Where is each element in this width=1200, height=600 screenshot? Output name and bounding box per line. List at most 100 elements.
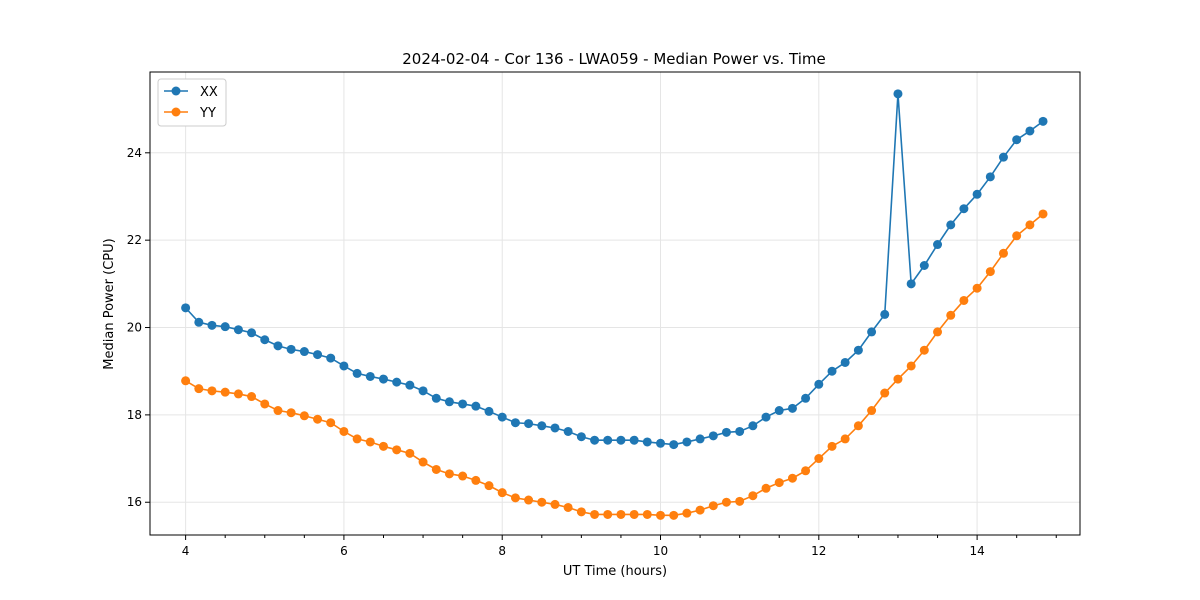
data-point-yy [260, 399, 270, 409]
data-point-yy [853, 421, 863, 431]
data-point-yy [985, 267, 995, 277]
data-point-yy [431, 464, 441, 474]
data-point-yy [1038, 209, 1048, 219]
data-point-yy [313, 414, 323, 424]
y-tick-label: 16 [127, 495, 142, 509]
data-point-yy [471, 475, 481, 485]
data-point-yy [827, 441, 837, 451]
x-tick-label: 14 [969, 544, 984, 558]
data-point-yy [194, 384, 204, 394]
data-point-xx [339, 361, 349, 371]
data-point-xx [787, 403, 797, 413]
data-point-yy [761, 483, 771, 493]
data-point-xx [181, 303, 191, 313]
data-point-yy [629, 509, 639, 519]
data-point-xx [695, 434, 705, 444]
y-tick-label: 20 [127, 321, 142, 335]
data-point-yy [339, 426, 349, 436]
series-layer [181, 89, 1048, 520]
data-point-xx [194, 317, 204, 327]
x-tick-label: 8 [498, 544, 506, 558]
data-point-xx [247, 328, 257, 338]
legend: XX YY [157, 78, 227, 127]
data-point-xx [444, 397, 454, 407]
data-point-yy [919, 345, 929, 355]
data-point-xx [919, 260, 929, 270]
data-point-xx [748, 421, 758, 431]
data-point-yy [801, 466, 811, 476]
data-point-xx [313, 350, 323, 360]
data-point-xx [1025, 126, 1035, 136]
data-point-xx [576, 432, 586, 442]
data-point-xx [326, 353, 336, 363]
data-point-xx [814, 379, 824, 389]
data-point-xx [233, 325, 243, 335]
data-point-xx [365, 371, 375, 381]
x-tick-label: 12 [811, 544, 826, 558]
x-tick-label: 10 [653, 544, 668, 558]
y-axis-label: Median Power (CPU) [102, 238, 117, 369]
data-point-xx [1038, 116, 1048, 126]
data-point-yy [603, 509, 613, 519]
y-tick-label: 24 [127, 146, 142, 160]
data-point-xx [933, 240, 943, 250]
data-point-xx [431, 393, 441, 403]
data-point-yy [669, 510, 679, 520]
data-point-yy [273, 406, 283, 416]
data-point-yy [326, 418, 336, 428]
data-point-xx [946, 220, 956, 230]
data-point-yy [524, 495, 534, 505]
data-point-yy [444, 469, 454, 479]
data-point-xx [537, 421, 547, 431]
x-axis-label: UT Time (hours) [563, 564, 667, 579]
data-point-yy [682, 508, 692, 518]
data-point-yy [906, 361, 916, 371]
data-point-yy [814, 454, 824, 464]
data-point-xx [972, 189, 982, 199]
data-point-xx [273, 341, 283, 351]
data-point-yy [616, 509, 626, 519]
data-point-yy [378, 441, 388, 451]
data-point-yy [365, 437, 375, 447]
data-point-xx [510, 418, 520, 428]
data-point-yy [840, 434, 850, 444]
data-point-xx [959, 204, 969, 214]
data-point-xx [669, 440, 679, 450]
data-point-yy [563, 502, 573, 512]
data-point-xx [840, 357, 850, 367]
data-point-yy [207, 386, 217, 396]
data-point-yy [392, 445, 402, 455]
data-point-xx [801, 393, 811, 403]
data-point-xx [418, 386, 428, 396]
data-point-xx [616, 435, 626, 445]
data-point-xx [550, 423, 560, 433]
data-point-yy [708, 501, 718, 511]
data-point-xx [827, 366, 837, 376]
data-point-xx [524, 419, 534, 429]
data-point-yy [1012, 231, 1022, 241]
data-point-xx [378, 374, 388, 384]
data-point-yy [933, 327, 943, 337]
data-point-yy [748, 491, 758, 501]
data-point-yy [774, 478, 784, 488]
data-point-xx [220, 322, 230, 332]
data-point-yy [233, 389, 243, 399]
data-point-xx [590, 435, 600, 445]
data-point-xx [853, 345, 863, 355]
data-point-xx [207, 320, 217, 330]
data-point-xx [774, 406, 784, 416]
data-point-xx [721, 427, 731, 437]
data-point-xx [471, 401, 481, 411]
data-point-xx [392, 377, 402, 387]
legend-marker-yy [171, 107, 181, 117]
data-point-yy [880, 388, 890, 398]
data-point-yy [458, 471, 468, 481]
data-point-yy [998, 248, 1008, 258]
data-point-yy [721, 497, 731, 507]
data-point-xx [352, 368, 362, 378]
data-point-xx [656, 438, 666, 448]
data-point-yy [181, 376, 191, 386]
data-point-xx [867, 327, 877, 337]
data-point-xx [906, 279, 916, 289]
